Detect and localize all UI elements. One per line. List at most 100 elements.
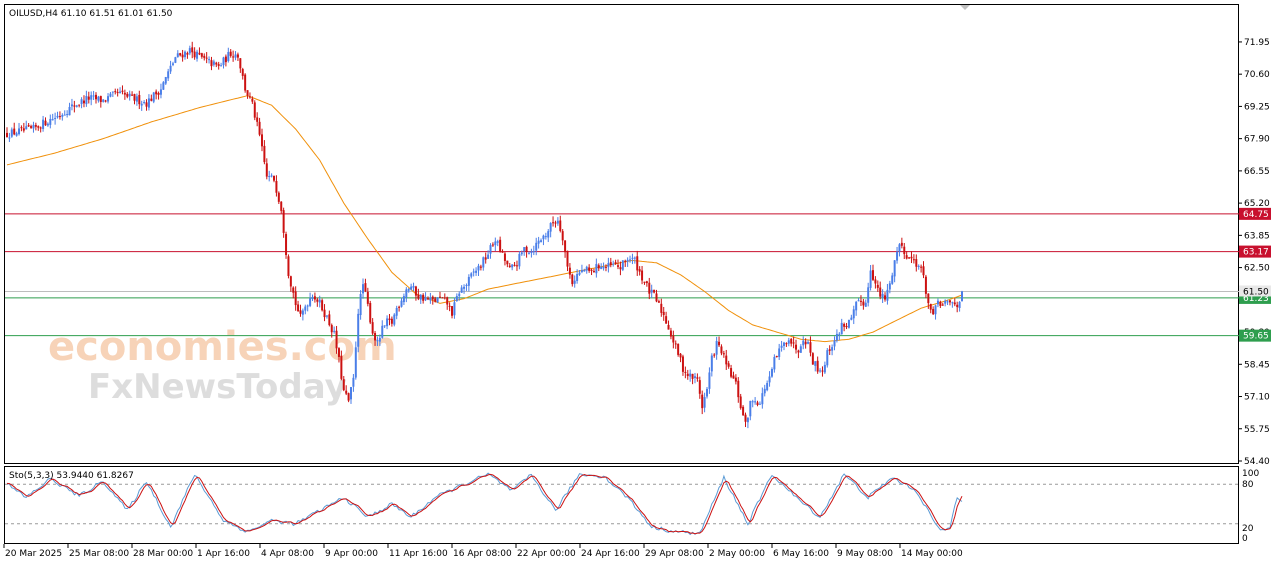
candle-body xyxy=(135,96,138,102)
stochastic-main-line xyxy=(6,472,963,536)
candle-body xyxy=(540,240,543,242)
candle-body xyxy=(147,98,150,108)
candle-body xyxy=(181,54,184,58)
candle-body xyxy=(410,286,413,290)
candle-body xyxy=(499,239,502,252)
candle-body xyxy=(162,82,165,90)
candle-body xyxy=(354,347,357,378)
candle-body xyxy=(376,340,379,342)
current-price-label: 61.50 xyxy=(1243,287,1269,297)
price-tick-label: 65.20 xyxy=(1244,199,1270,209)
candle-body xyxy=(689,373,692,377)
candle-body xyxy=(333,330,336,332)
price-tick-label: 70.60 xyxy=(1244,70,1270,80)
candle-body xyxy=(362,284,365,294)
candle-body xyxy=(383,325,386,327)
candle-body xyxy=(544,236,547,238)
candle-body xyxy=(763,388,766,394)
candle-body xyxy=(508,265,511,267)
candle-body xyxy=(465,284,468,286)
candle-body xyxy=(739,396,742,409)
candle-body xyxy=(881,293,884,298)
candle-body xyxy=(867,287,870,303)
candle-body xyxy=(496,241,499,243)
candle-body xyxy=(592,270,595,272)
candle-body xyxy=(422,294,425,301)
candle-body xyxy=(212,61,215,65)
candle-body xyxy=(657,301,660,303)
candle-body xyxy=(311,297,314,299)
candle-body xyxy=(107,96,110,102)
candle-body xyxy=(109,93,112,97)
candle-body xyxy=(751,401,754,403)
candle-body xyxy=(662,311,665,316)
candle-body xyxy=(470,273,473,277)
candle-body xyxy=(455,296,458,302)
candle-body xyxy=(436,297,439,303)
candle-body xyxy=(773,356,776,370)
candle-body xyxy=(251,98,254,102)
candle-body xyxy=(799,346,802,353)
candle-body xyxy=(463,286,466,289)
candle-body xyxy=(648,282,651,294)
candle-body xyxy=(958,301,961,308)
candle-body xyxy=(316,299,319,302)
candle-body xyxy=(200,53,203,57)
candle-body xyxy=(330,325,333,333)
candle-body xyxy=(583,270,586,272)
candle-body xyxy=(672,335,675,343)
candle-body xyxy=(357,313,360,347)
candle-body xyxy=(636,256,639,271)
time-tick-label: 22 Apr 00:00 xyxy=(517,549,576,559)
candle-body xyxy=(475,270,478,273)
candle-body xyxy=(128,93,131,97)
candle-body xyxy=(525,246,528,252)
candle-body xyxy=(32,124,35,129)
candle-body xyxy=(371,322,374,334)
price-tick-label: 66.55 xyxy=(1244,167,1270,177)
candle-body xyxy=(186,52,189,55)
candle-body xyxy=(715,341,718,355)
candle-body xyxy=(775,355,778,357)
time-tick-label: 1 Apr 16:00 xyxy=(197,549,250,559)
candle-body xyxy=(821,370,824,372)
candle-body xyxy=(900,242,903,246)
candle-body xyxy=(378,338,381,342)
candle-body xyxy=(220,65,223,67)
candle-body xyxy=(270,175,273,177)
candle-body xyxy=(939,301,942,306)
candle-body xyxy=(388,318,391,320)
price-tick-label: 54.40 xyxy=(1244,457,1270,467)
candle-body xyxy=(143,102,146,104)
candle-body xyxy=(910,256,913,259)
current-price-box xyxy=(1239,285,1271,297)
candle-body xyxy=(831,347,834,351)
candle-body xyxy=(42,119,45,129)
candle-body xyxy=(407,289,410,291)
candle-body xyxy=(725,355,728,365)
candle-body xyxy=(915,259,918,267)
candle-body xyxy=(63,114,66,116)
candle-body xyxy=(951,302,954,304)
candle-body xyxy=(804,341,807,345)
candle-body xyxy=(826,350,829,366)
candle-body xyxy=(116,92,119,94)
candle-body xyxy=(313,296,316,300)
level-label-box xyxy=(1239,245,1271,258)
candle-body xyxy=(402,296,405,303)
candle-body xyxy=(693,376,696,379)
candle-body xyxy=(27,125,30,127)
candle-body xyxy=(722,353,725,355)
candle-body xyxy=(244,74,247,91)
candle-body xyxy=(258,121,261,135)
candle-body xyxy=(917,265,920,267)
candle-body xyxy=(785,343,788,345)
candle-body xyxy=(838,333,841,335)
candle-body xyxy=(248,96,251,98)
candle-body xyxy=(859,300,862,302)
candle-body xyxy=(87,96,90,100)
candle-body xyxy=(944,300,947,304)
candle-body xyxy=(25,126,28,130)
candle-body xyxy=(56,115,59,118)
chart-shift-marker[interactable] xyxy=(960,5,970,10)
